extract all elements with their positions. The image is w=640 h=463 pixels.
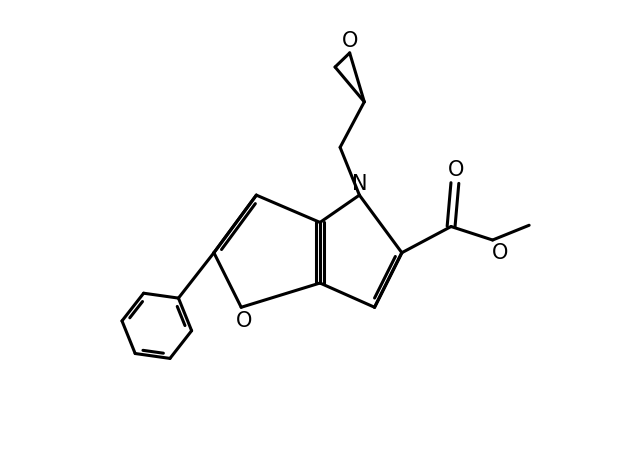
Text: O: O bbox=[236, 311, 252, 331]
Text: O: O bbox=[448, 160, 464, 180]
Text: N: N bbox=[351, 174, 367, 194]
Text: O: O bbox=[342, 31, 358, 51]
Text: O: O bbox=[492, 244, 508, 263]
